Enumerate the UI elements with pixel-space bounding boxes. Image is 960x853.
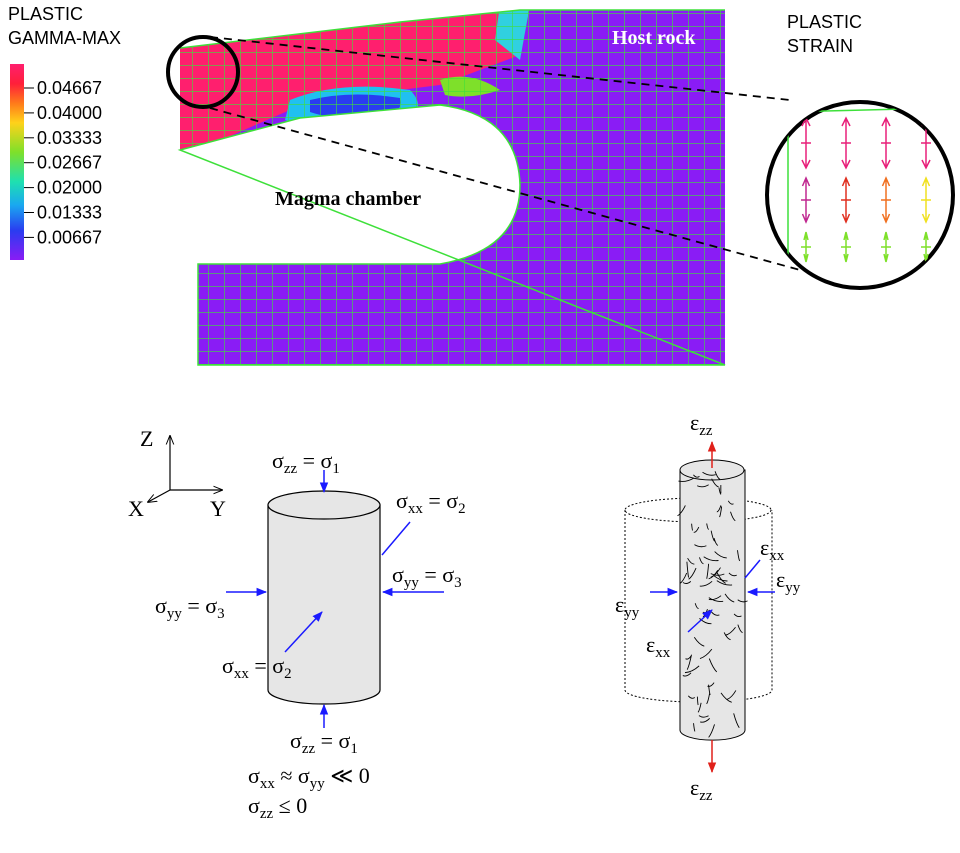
math-part: σ — [248, 763, 260, 788]
condition: σzz ≤ 0 — [248, 793, 307, 822]
math-part: 2 — [458, 501, 465, 517]
math-part: σ — [248, 793, 260, 818]
strain-label: εzz — [690, 410, 713, 439]
stress-label: σxx = σ2 — [222, 653, 292, 682]
legend-label: 0.01333 — [37, 203, 102, 223]
strain-arrow — [881, 118, 891, 168]
math-part: ε — [776, 567, 785, 592]
condition: σxx ≈ σyy ≪ 0 — [248, 763, 370, 792]
math-part: 1 — [350, 741, 357, 757]
strain-arrow — [841, 178, 851, 222]
math-part: yy — [404, 575, 419, 591]
math-part: 3 — [454, 575, 461, 591]
inset-title: PLASTIC — [787, 12, 862, 32]
math-part: xx — [260, 776, 275, 792]
strain-label: εxx — [646, 632, 671, 661]
math-part: ε — [615, 592, 624, 617]
math-part: ε — [690, 410, 699, 435]
math-part: 3 — [217, 606, 224, 622]
math-part: xx — [655, 645, 670, 661]
math-part: 2 — [284, 666, 291, 682]
math-part: ε — [760, 535, 769, 560]
legend-label: 0.04667 — [37, 78, 102, 98]
math-part: = σ — [423, 488, 458, 513]
strain-arrow — [881, 178, 891, 222]
math-part: xx — [408, 501, 423, 517]
math-part: σ — [272, 448, 284, 473]
legend-label: 0.04000 — [37, 103, 102, 123]
math-part: σ — [290, 728, 302, 753]
legend-label: 0.02000 — [37, 178, 102, 198]
stress-label: σxx = σ2 — [396, 488, 466, 517]
legend-title: GAMMA-MAX — [8, 28, 121, 48]
mesh — [170, 0, 730, 370]
legend: PLASTIC GAMMA-MAX 0.04667 0.04000 0.03333 0.0… — [8, 4, 121, 247]
math-part: ≤ 0 — [273, 793, 307, 818]
math-part: yy — [310, 776, 325, 792]
math-part: ≈ σ — [275, 763, 310, 788]
math-part: σ — [396, 488, 408, 513]
strain-arrow — [841, 118, 851, 168]
math-part: ε — [646, 632, 655, 657]
axis-label: X — [128, 496, 144, 521]
math-part: σ — [155, 593, 167, 618]
math-part: zz — [260, 806, 274, 822]
colorbar — [10, 64, 24, 260]
math-part: ≪ 0 — [325, 763, 370, 788]
figure: PLASTIC GAMMA-MAX 0.04667 0.04000 0.03333 0.0… — [0, 0, 960, 853]
stress-label: σyy = σ3 — [155, 593, 225, 622]
region-label: Host rock — [612, 27, 696, 49]
strain-label: εyy — [615, 592, 640, 621]
math-part: σ — [222, 653, 234, 678]
strain-diagram — [625, 442, 775, 772]
math-part: xx — [234, 666, 249, 682]
legend-label: 0.00667 — [37, 227, 102, 247]
region-label: Magma chamber — [275, 188, 421, 210]
axis-label: Y — [210, 496, 226, 521]
stress-label: σzz = σ1 — [290, 728, 358, 757]
legend-label: 0.03333 — [37, 128, 102, 148]
math-part: xx — [769, 548, 784, 564]
inset-title: STRAIN — [787, 36, 853, 56]
math-part: σ — [392, 562, 404, 587]
math-part: = σ — [297, 448, 332, 473]
math-part: = σ — [315, 728, 350, 753]
math-part: zz — [699, 788, 713, 804]
strain-label: εxx — [760, 535, 785, 564]
math-part: yy — [167, 606, 182, 622]
math-part: = σ — [182, 593, 217, 618]
math-part: yy — [624, 605, 639, 621]
math-part: ε — [690, 775, 699, 800]
strain-label: εzz — [690, 775, 713, 804]
math-part: yy — [785, 580, 800, 596]
math-part: 1 — [332, 461, 339, 477]
strain-arrow — [801, 118, 811, 168]
legend-title: PLASTIC — [8, 4, 83, 24]
stress-label: σyy = σ3 — [392, 562, 462, 591]
strain-arrow — [921, 178, 931, 222]
math-part: zz — [699, 423, 713, 439]
legend-label: 0.02667 — [37, 153, 102, 173]
axis-label: Z — [140, 426, 153, 451]
math-part: zz — [302, 741, 316, 757]
math-part: = σ — [249, 653, 284, 678]
stress-label: σzz = σ1 — [272, 448, 340, 477]
strain-arrow — [801, 178, 811, 222]
strain-label: εyy — [776, 567, 801, 596]
math-part: zz — [284, 461, 298, 477]
math-part: = σ — [419, 562, 454, 587]
